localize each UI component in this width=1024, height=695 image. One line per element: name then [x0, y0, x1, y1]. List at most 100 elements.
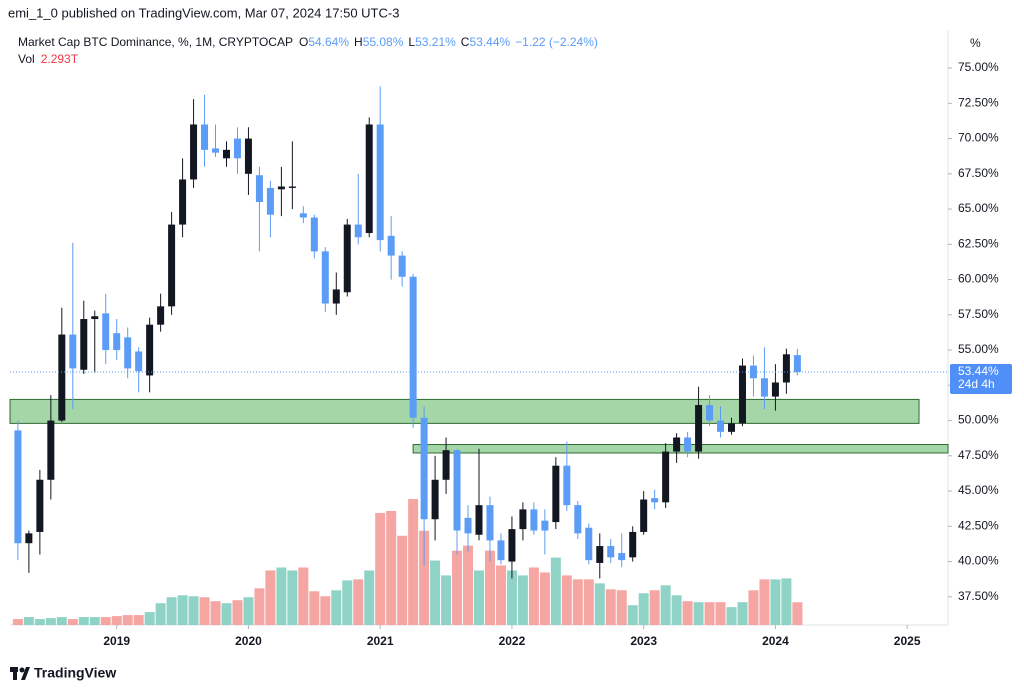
candle-body [651, 498, 659, 503]
candle-body [91, 316, 99, 320]
volume-bar [649, 590, 660, 625]
legend-title: Market Cap BTC Dominance, %, 1M, CRYPTOC… [18, 35, 293, 49]
volume-bar [605, 589, 616, 625]
candle-body [277, 186, 285, 190]
candle-body [387, 235, 395, 256]
volume-bar [386, 510, 397, 625]
volume-bar [177, 595, 188, 625]
candle-body [47, 420, 55, 480]
candle-body [662, 451, 670, 503]
volume-bar [539, 572, 550, 625]
volume-bar [419, 530, 430, 625]
logo-part [13, 667, 17, 680]
x-tick-label: 2023 [630, 634, 657, 648]
volume-bar [100, 617, 111, 625]
zone [412, 444, 949, 454]
candle-body [201, 124, 209, 150]
y-tick-label: 40.00% [958, 554, 999, 568]
volume-bar [463, 545, 474, 625]
y-tick-label: 70.00% [958, 131, 999, 145]
volume-bar [243, 597, 254, 625]
logo-part [19, 667, 25, 673]
volume-bar [188, 596, 199, 625]
volume-bar [616, 590, 627, 625]
candle-body [453, 450, 461, 531]
volume-bar [408, 499, 419, 625]
candle-body [190, 124, 198, 180]
legend-value: 53.21% [415, 35, 456, 49]
candle-body [563, 465, 571, 506]
volume-bar [506, 570, 517, 625]
candle-body [233, 138, 241, 159]
candle-body [475, 505, 483, 535]
candle-body [222, 149, 230, 159]
y-tick-label: 72.50% [958, 95, 999, 109]
candle-body [332, 289, 340, 304]
volume-bar [364, 570, 375, 625]
candle-body [673, 437, 681, 452]
volume-bar [34, 619, 45, 625]
candle-body [376, 124, 384, 241]
volume-bar [265, 570, 276, 625]
legend-key: H [354, 35, 363, 49]
volume-bar [122, 615, 133, 625]
volume-bar [748, 590, 759, 625]
candle-body [255, 175, 263, 203]
candle-body [497, 540, 505, 561]
volume-bar [155, 603, 166, 625]
volume-bar [320, 596, 331, 625]
volume-bar [594, 583, 605, 625]
candle-body [530, 509, 538, 531]
volume-bar [704, 602, 715, 625]
y-tick-label: 62.50% [958, 236, 999, 250]
volume-value: 2.293T [41, 52, 79, 66]
candle-body [14, 430, 22, 544]
volume-bar [67, 619, 78, 625]
candle-body [695, 405, 703, 452]
volume-bar [23, 617, 34, 625]
last-price-box [950, 364, 1012, 395]
y-tick-label: 45.00% [958, 483, 999, 497]
candle-body [618, 553, 626, 561]
candle-body [585, 527, 593, 561]
volume-bar [144, 612, 155, 625]
candle-body [596, 546, 604, 563]
volume-bar [474, 570, 484, 625]
volume-bar [331, 590, 342, 625]
candle-body [365, 124, 373, 234]
volume-bar [232, 600, 243, 625]
candle-body [684, 437, 692, 452]
candle-body [464, 517, 472, 534]
candle-body [321, 251, 329, 304]
volume-bar [254, 588, 265, 625]
candle-body [519, 509, 527, 530]
volume-bar [45, 618, 56, 625]
candle-body [168, 224, 176, 307]
volume-bar [89, 617, 100, 625]
footer-logo [10, 667, 30, 680]
volume-bar [638, 593, 649, 625]
last-price-label: 53.44% [958, 364, 999, 378]
x-tick-label: 2022 [499, 634, 526, 648]
volume-bar [133, 615, 144, 625]
candle-body [102, 313, 110, 351]
candle-body [212, 148, 220, 153]
candle-body [420, 417, 428, 520]
volume-bar [375, 512, 386, 625]
candle-body [607, 546, 615, 558]
x-tick-label: 2021 [367, 634, 394, 648]
y-tick-label: 47.50% [958, 448, 999, 462]
zone [9, 398, 920, 424]
volume-bar [572, 579, 583, 625]
candle-body [146, 324, 154, 376]
candle-body [738, 365, 746, 424]
volume-bar [693, 602, 704, 625]
volume-bar [759, 579, 770, 625]
legend-value: 55.08% [363, 35, 404, 49]
volume-bar [166, 597, 177, 625]
y-tick-label: 60.00% [958, 272, 999, 286]
volume-bar [715, 602, 726, 625]
y-tick-label: 37.50% [958, 589, 999, 603]
